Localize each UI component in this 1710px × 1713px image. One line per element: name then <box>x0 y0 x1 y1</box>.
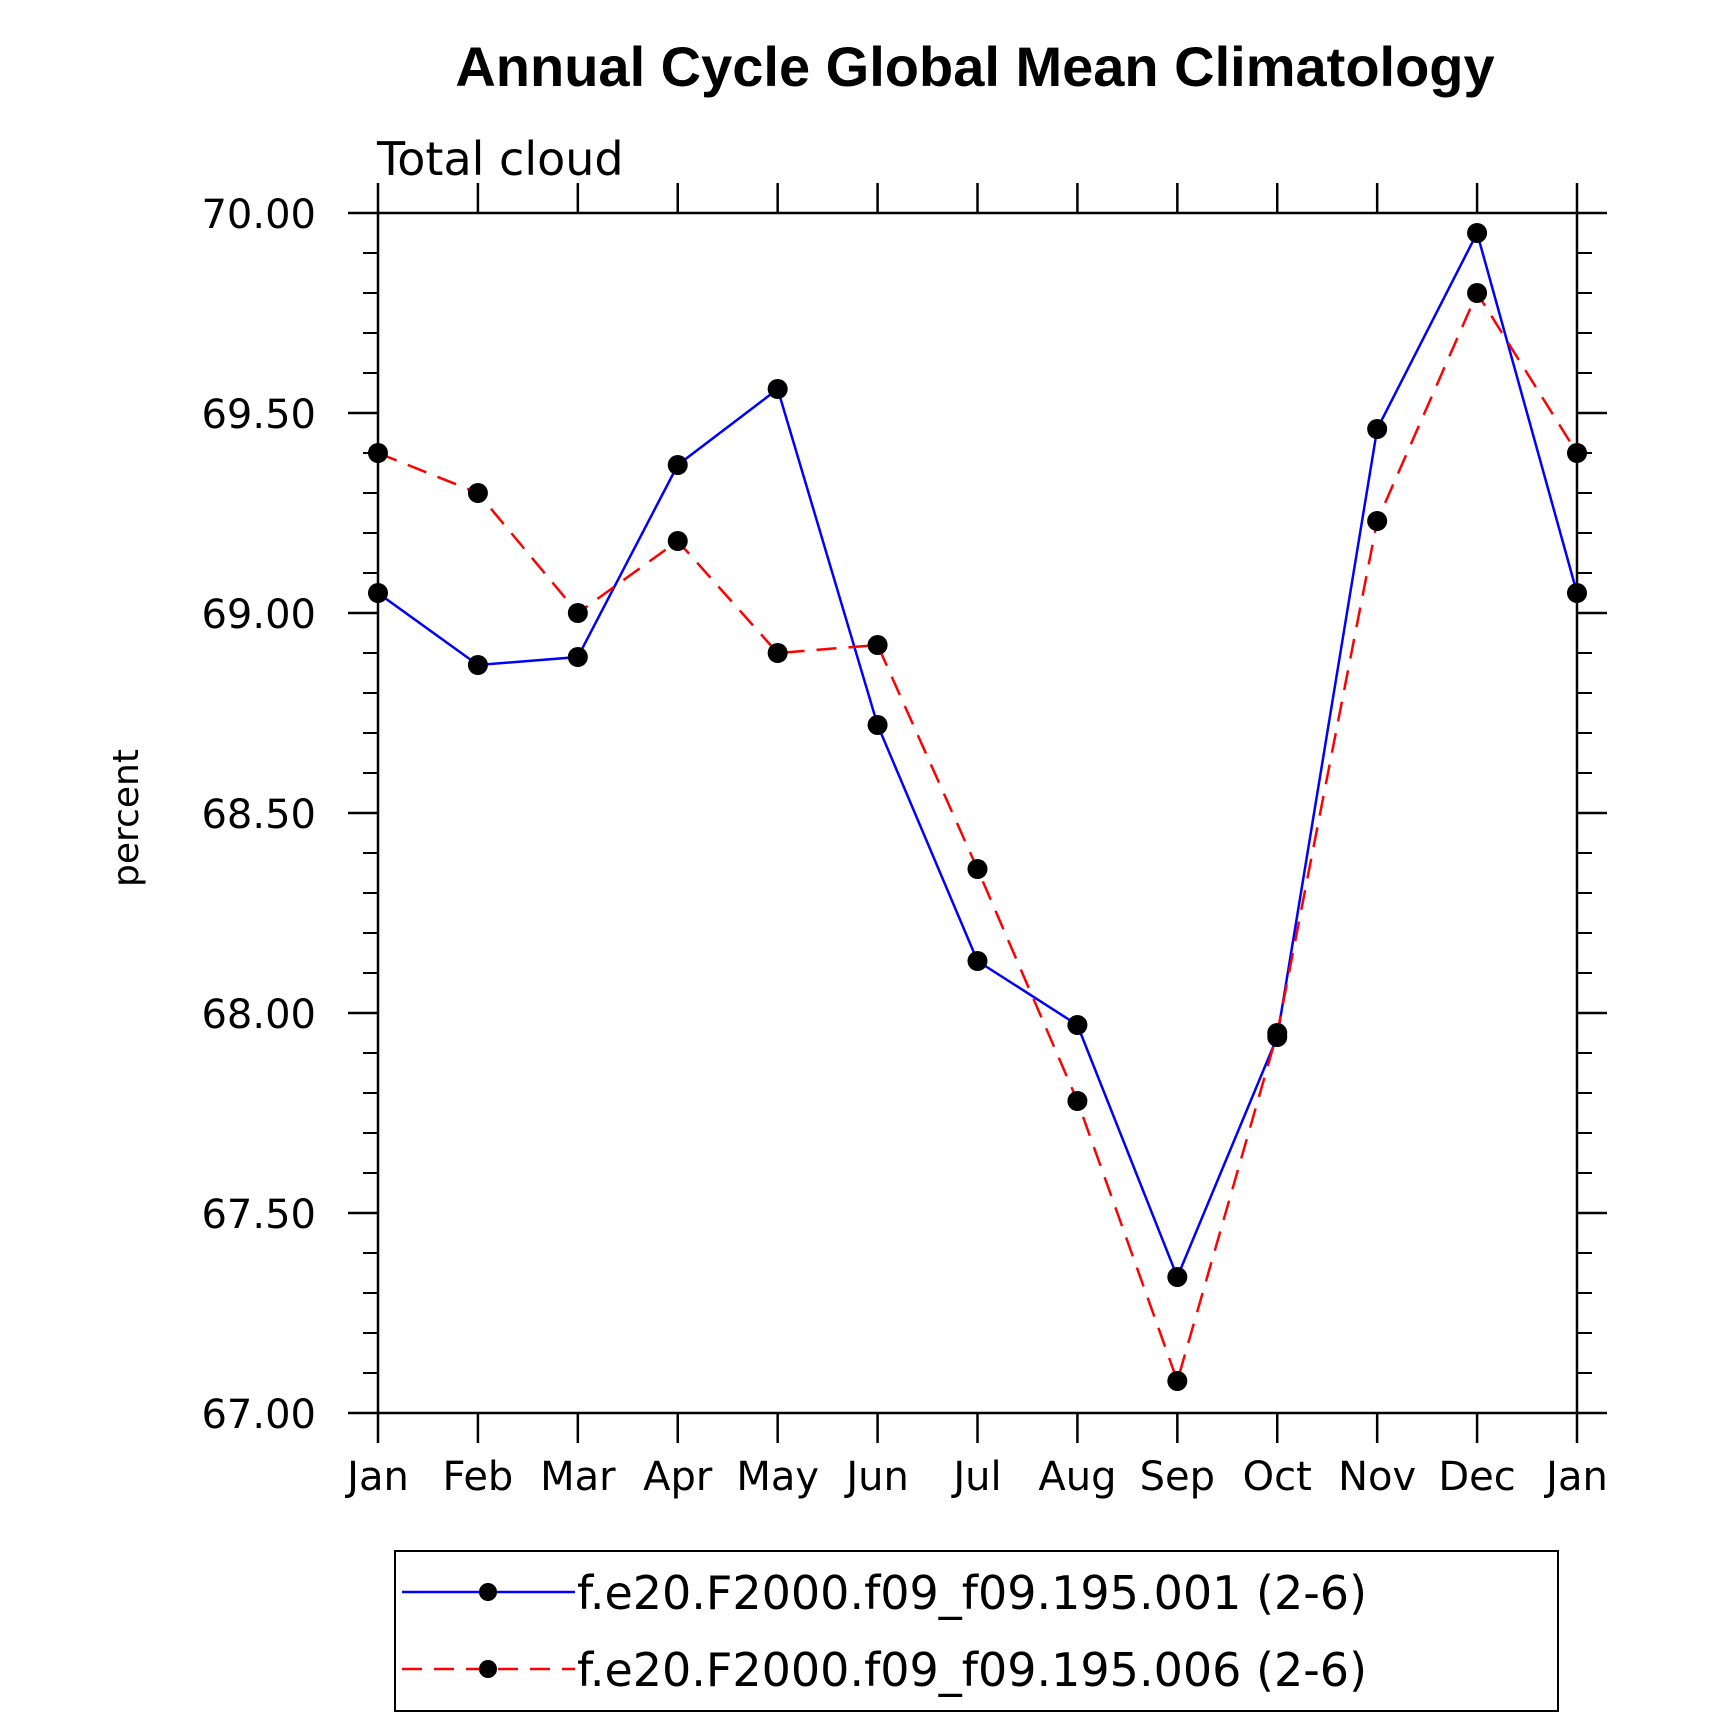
data-point-series-1 <box>667 455 688 475</box>
data-point-series-2 <box>467 483 488 503</box>
y-tick-label: 69.50 <box>201 392 316 438</box>
x-tick-label: Sep <box>1140 1454 1215 1500</box>
series-line-1 <box>377 229 1579 1281</box>
data-point-series-1 <box>368 583 388 603</box>
x-tick-label: Jan <box>1543 1454 1608 1500</box>
data-point-series-2 <box>1167 1371 1188 1391</box>
legend: f.e20.F2000.f09_f09.195.001 (2-6) f.e20.… <box>394 1550 1559 1712</box>
plot-frame <box>376 211 1579 1415</box>
x-tick-label: Oct <box>1243 1454 1312 1500</box>
y-tick-label: 70.00 <box>201 192 316 238</box>
data-point-series-2 <box>1067 1091 1088 1111</box>
data-point-series-1 <box>1167 1267 1188 1287</box>
data-point-series-2 <box>767 643 788 663</box>
legend-entry-2: f.e20.F2000.f09_f09.195.006 (2-6) <box>577 1643 1367 1697</box>
data-point-series-1 <box>1467 223 1488 243</box>
x-tick-label: Nov <box>1338 1454 1416 1500</box>
legend-swatch-marker-2 <box>479 1660 497 1678</box>
series-layer <box>368 223 1587 1391</box>
data-point-series-2 <box>567 603 588 623</box>
legend-box <box>394 1550 1559 1712</box>
x-tick-label: May <box>736 1454 819 1500</box>
data-point-series-1 <box>767 379 788 399</box>
data-point-series-2 <box>867 635 888 655</box>
axes: Jan Feb Mar Apr May Jun Jul Aug Sep Oct Nov Dec Jan 6… <box>201 183 1608 1500</box>
x-tick-label: Feb <box>443 1454 514 1500</box>
data-point-series-2 <box>967 859 988 879</box>
y-tick-label: 67.50 <box>201 1192 316 1238</box>
series-line-2 <box>377 290 1579 1386</box>
data-point-series-2 <box>1567 443 1587 463</box>
data-point-series-2 <box>667 531 688 551</box>
y-tick-label: 69.00 <box>201 592 316 638</box>
data-point-series-2 <box>1467 283 1488 303</box>
data-point-series-1 <box>467 655 488 675</box>
data-point-series-1 <box>967 951 988 971</box>
x-tick-label: Dec <box>1438 1454 1515 1500</box>
y-tick-label: 67.00 <box>201 1392 316 1438</box>
legend-entry-1: f.e20.F2000.f09_f09.195.001 (2-6) <box>577 1566 1367 1620</box>
data-point-series-1 <box>1067 1015 1088 1035</box>
data-point-series-2 <box>368 443 388 463</box>
data-point-series-1 <box>1567 583 1587 603</box>
data-point-series-1 <box>567 647 588 667</box>
chart-title: Annual Cycle Global Mean Climatology <box>455 35 1494 98</box>
y-tick-label: 68.00 <box>201 992 316 1038</box>
x-tick-label: Jul <box>950 1454 1001 1500</box>
y-tick-label: 68.50 <box>201 792 316 838</box>
chart-subtitle: Total cloud <box>376 132 624 186</box>
x-tick-label: Mar <box>540 1454 616 1500</box>
x-tick-label: Jan <box>344 1454 409 1500</box>
data-point-series-2 <box>1367 511 1388 531</box>
legend-swatch-marker-1 <box>479 1583 497 1601</box>
x-tick-label: Apr <box>643 1454 713 1500</box>
x-tick-label: Aug <box>1038 1454 1116 1500</box>
data-point-series-2 <box>1267 1023 1288 1043</box>
y-axis-label: percent <box>106 749 147 887</box>
data-point-series-1 <box>867 715 888 735</box>
data-point-series-1 <box>1367 419 1388 439</box>
x-tick-label: Jun <box>843 1454 909 1500</box>
